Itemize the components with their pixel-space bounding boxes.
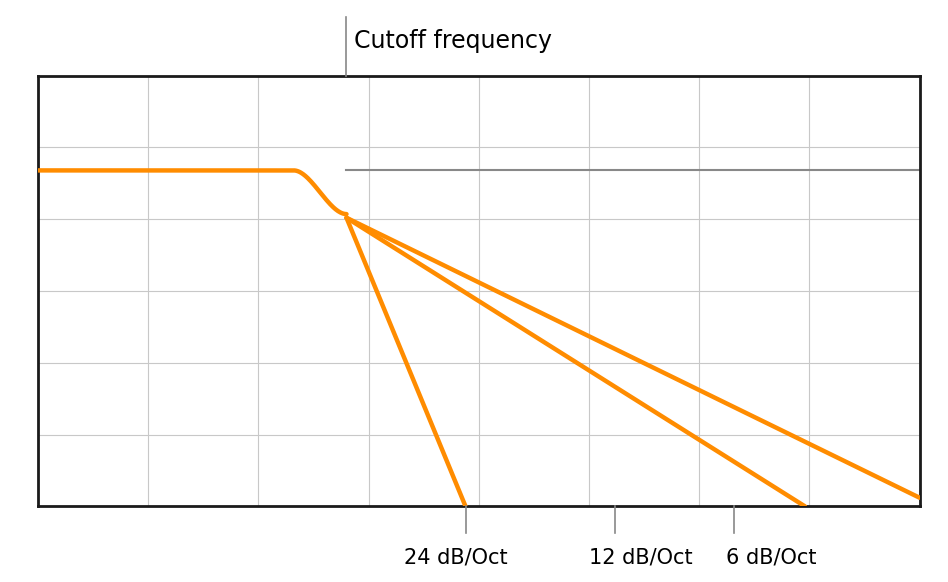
Text: 24 dB/Oct: 24 dB/Oct [404,547,507,567]
Text: Cutoff frequency: Cutoff frequency [354,29,552,53]
Text: 12 dB/Oct: 12 dB/Oct [589,547,693,567]
Text: 6 dB/Oct: 6 dB/Oct [725,547,816,567]
